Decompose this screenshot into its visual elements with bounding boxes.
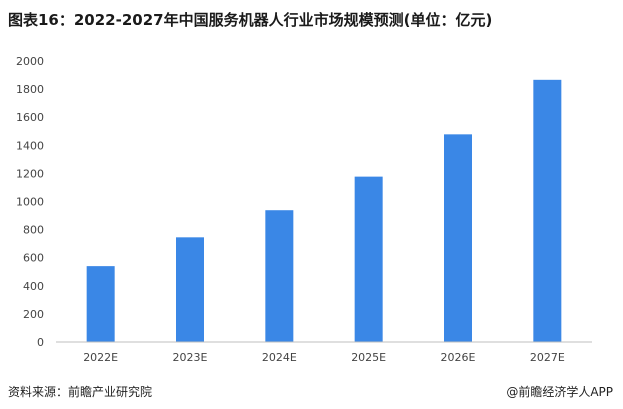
- y-tick-label: 1200: [16, 167, 44, 180]
- y-tick-label: 200: [23, 308, 44, 321]
- x-tick-label: 2022E: [83, 351, 118, 364]
- x-tick-label: 2023E: [173, 351, 208, 364]
- y-tick-label: 1400: [16, 139, 44, 152]
- y-tick-label: 1600: [16, 111, 44, 124]
- y-tick-label: 1000: [16, 196, 44, 209]
- bar-2027E: [533, 79, 562, 343]
- y-tick-label: 400: [23, 280, 44, 293]
- bar-2025E: [354, 176, 383, 342]
- bar-2022E: [86, 266, 115, 342]
- y-tick-label: 800: [23, 224, 44, 237]
- chart-title: 图表16：2022-2027年中国服务机器人行业市场规模预测(单位：亿元): [8, 11, 493, 29]
- y-axis-ticks: 0 200 400 600 800 1000 1200 1400 1600 1800 2000: [16, 55, 44, 349]
- source-note: 资料来源：前瞻产业研究院: [8, 385, 153, 399]
- x-tick-label: 2027E: [530, 351, 565, 364]
- brand-credit: @前瞻经济学人APP: [506, 385, 613, 399]
- bar-2024E: [265, 210, 294, 342]
- bar-2026E: [444, 134, 472, 342]
- bars: [86, 79, 562, 343]
- bar-2023E: [176, 237, 204, 342]
- y-tick-label: 2000: [16, 55, 44, 68]
- x-tick-label: 2026E: [441, 351, 476, 364]
- y-tick-label: 600: [23, 252, 44, 265]
- x-axis-ticks: 2022E 2023E 2024E 2025E 2026E 2027E: [83, 351, 565, 364]
- x-tick-label: 2025E: [351, 351, 386, 364]
- y-tick-label: 0: [37, 336, 44, 349]
- x-tick-label: 2024E: [262, 351, 297, 364]
- y-tick-label: 1800: [16, 83, 44, 96]
